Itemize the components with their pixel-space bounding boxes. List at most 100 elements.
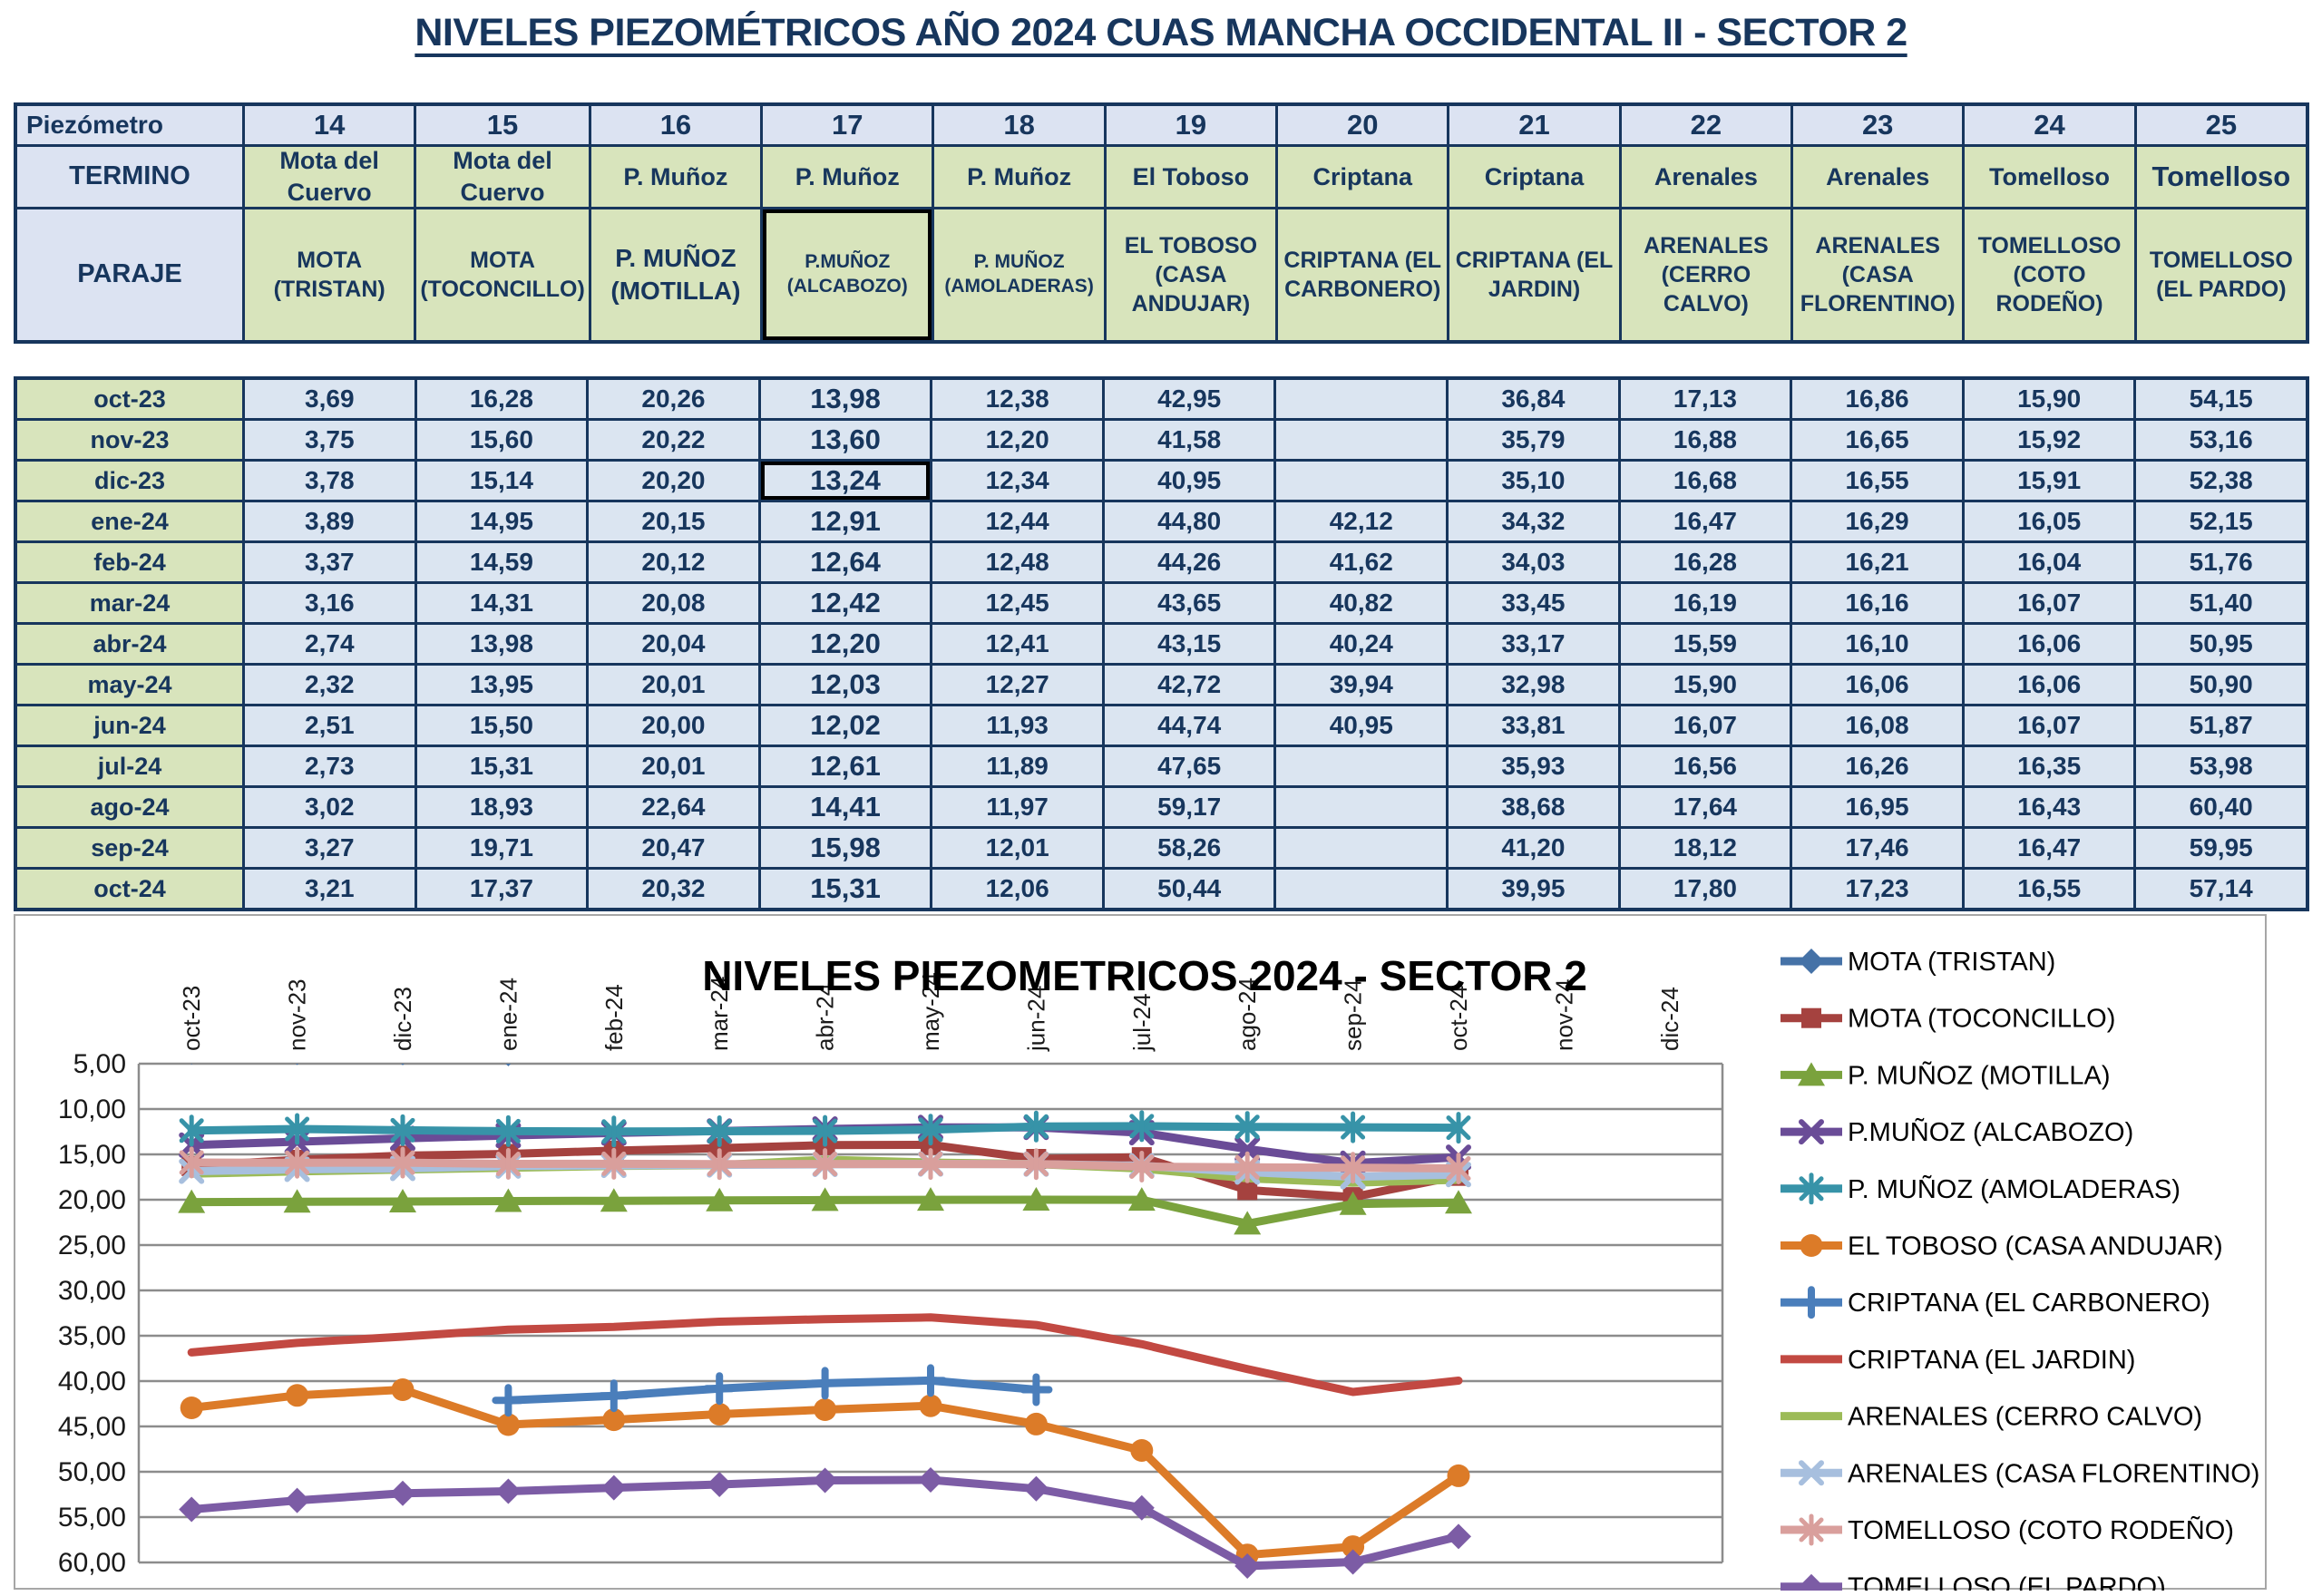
value-cell[interactable]: 42,72 [1104, 666, 1274, 704]
paraje-cell[interactable]: P.MUÑOZ (ALCABOZO) [763, 209, 932, 340]
value-cell[interactable]: 16,07 [1964, 584, 2134, 622]
value-cell[interactable]: 15,14 [416, 462, 587, 500]
value-cell[interactable]: 16,19 [1620, 584, 1790, 622]
legend-item-mota-tristan[interactable]: MOTA (TRISTAN) [1781, 948, 2055, 977]
legend-item-p-mu-oz-amoladeras[interactable]: P. MUÑOZ (AMOLADERAS) [1781, 1173, 2181, 1205]
value-cell[interactable]: 44,26 [1104, 543, 1274, 581]
value-cell[interactable]: 20,15 [589, 502, 758, 540]
value-cell[interactable]: 18,12 [1620, 829, 1790, 867]
series-tomelloso-coto-rode-o[interactable] [179, 1146, 1471, 1184]
value-cell[interactable]: 17,23 [1792, 870, 1962, 908]
piezometro-number-cell[interactable]: 24 [1965, 106, 2134, 144]
piezometro-label-cell[interactable]: Piezómetro [17, 106, 242, 144]
legend-item-tomelloso-coto-rode-o[interactable]: TOMELLOSO (COTO RODEÑO) [1781, 1513, 2234, 1546]
termino-cell[interactable]: Tomelloso [1965, 147, 2134, 207]
value-cell[interactable]: 41,62 [1276, 543, 1447, 581]
paraje-label-cell[interactable]: PARAJE [17, 209, 242, 340]
value-cell[interactable]: 44,80 [1104, 502, 1274, 540]
value-cell[interactable]: 20,00 [589, 706, 758, 744]
value-cell[interactable]: 33,81 [1449, 706, 1618, 744]
value-cell[interactable]: 40,95 [1276, 706, 1447, 744]
value-cell[interactable]: 44,74 [1104, 706, 1274, 744]
value-cell[interactable]: 17,80 [1620, 870, 1790, 908]
paraje-cell[interactable]: CRIPTANA (EL CARBONERO) [1278, 209, 1448, 340]
value-cell[interactable]: 12,06 [932, 870, 1102, 908]
month-cell[interactable]: oct-24 [17, 870, 242, 908]
value-cell[interactable]: 11,93 [932, 706, 1102, 744]
value-cell[interactable]: 16,65 [1792, 421, 1962, 459]
value-cell[interactable]: 13,60 [760, 421, 931, 459]
piezometro-number-cell[interactable]: 23 [1793, 106, 1963, 144]
value-cell[interactable]: 51,40 [2136, 584, 2306, 622]
value-cell[interactable]: 16,68 [1620, 462, 1790, 500]
value-cell[interactable]: 16,29 [1792, 502, 1962, 540]
series-p-mu-oz-amoladeras[interactable] [179, 1110, 1471, 1148]
value-cell[interactable]: 35,10 [1449, 462, 1618, 500]
value-cell[interactable]: 16,06 [1964, 666, 2134, 704]
value-cell[interactable]: 16,05 [1964, 502, 2134, 540]
value-cell[interactable]: 12,38 [932, 380, 1102, 418]
value-cell[interactable]: 42,95 [1104, 380, 1274, 418]
value-cell[interactable]: 15,98 [760, 829, 931, 867]
value-cell[interactable]: 12,27 [932, 666, 1102, 704]
value-cell[interactable]: 12,91 [760, 502, 931, 540]
piezometro-number-cell[interactable]: 25 [2136, 106, 2306, 144]
value-cell[interactable]: 16,21 [1792, 543, 1962, 581]
value-cell[interactable]: 15,60 [416, 421, 587, 459]
value-cell[interactable]: 3,16 [245, 584, 415, 622]
series-mota-tristan[interactable] [179, 1027, 1471, 1066]
value-cell[interactable]: 16,28 [416, 380, 587, 418]
legend-item-tomelloso-el-pardo[interactable]: TOMELLOSO (EL PARDO) [1781, 1573, 2166, 1591]
value-cell[interactable]: 34,03 [1449, 543, 1618, 581]
value-cell[interactable]: 36,84 [1449, 380, 1618, 418]
value-cell[interactable]: 39,95 [1449, 870, 1618, 908]
value-cell[interactable]: 39,94 [1276, 666, 1447, 704]
value-cell[interactable]: 3,89 [245, 502, 415, 540]
value-cell[interactable] [1276, 462, 1447, 500]
value-cell[interactable]: 52,15 [2136, 502, 2306, 540]
value-cell[interactable]: 15,90 [1620, 666, 1790, 704]
value-cell[interactable]: 2,74 [245, 625, 415, 663]
value-cell[interactable]: 3,02 [245, 788, 415, 826]
value-cell[interactable]: 12,02 [760, 706, 931, 744]
value-cell[interactable]: 2,32 [245, 666, 415, 704]
value-cell[interactable]: 13,95 [416, 666, 587, 704]
value-cell[interactable]: 50,44 [1104, 870, 1274, 908]
value-cell[interactable]: 41,20 [1449, 829, 1618, 867]
month-cell[interactable]: oct-23 [17, 380, 242, 418]
value-cell[interactable]: 13,98 [416, 625, 587, 663]
legend-item-el-toboso-casa-andujar[interactable]: EL TOBOSO (CASA ANDUJAR) [1781, 1232, 2223, 1261]
value-cell[interactable]: 15,31 [760, 870, 931, 908]
value-cell[interactable]: 17,46 [1792, 829, 1962, 867]
termino-label-cell[interactable]: TERMINO [17, 147, 242, 207]
value-cell[interactable]: 16,07 [1620, 706, 1790, 744]
value-cell[interactable]: 14,59 [416, 543, 587, 581]
series-criptana-el-jardin[interactable] [187, 1313, 1463, 1396]
value-cell[interactable]: 11,89 [932, 747, 1102, 785]
value-cell[interactable]: 16,47 [1620, 502, 1790, 540]
value-cell[interactable]: 12,01 [932, 829, 1102, 867]
piezometro-number-cell[interactable]: 22 [1621, 106, 1791, 144]
piezometro-number-cell[interactable]: 15 [416, 106, 589, 144]
value-cell[interactable]: 20,22 [589, 421, 758, 459]
value-cell[interactable]: 57,14 [2136, 870, 2306, 908]
value-cell[interactable]: 43,15 [1104, 625, 1274, 663]
value-cell[interactable]: 3,75 [245, 421, 415, 459]
value-cell[interactable]: 3,37 [245, 543, 415, 581]
value-cell[interactable]: 20,04 [589, 625, 758, 663]
termino-cell[interactable]: Mota del Cuervo [245, 147, 415, 207]
series-tomelloso-el-pardo[interactable] [179, 1467, 1471, 1579]
value-cell[interactable]: 59,95 [2136, 829, 2306, 867]
month-cell[interactable]: feb-24 [17, 543, 242, 581]
paraje-cell[interactable]: ARENALES (CERRO CALVO) [1621, 209, 1791, 340]
value-cell[interactable] [1276, 421, 1447, 459]
value-cell[interactable]: 16,16 [1792, 584, 1962, 622]
value-cell[interactable]: 15,59 [1620, 625, 1790, 663]
value-cell[interactable]: 15,50 [416, 706, 587, 744]
value-cell[interactable]: 16,86 [1792, 380, 1962, 418]
value-cell[interactable]: 38,68 [1449, 788, 1618, 826]
termino-cell[interactable]: Criptana [1449, 147, 1619, 207]
value-cell[interactable]: 3,78 [245, 462, 415, 500]
month-cell[interactable]: dic-23 [17, 462, 242, 500]
month-cell[interactable]: ene-24 [17, 502, 242, 540]
